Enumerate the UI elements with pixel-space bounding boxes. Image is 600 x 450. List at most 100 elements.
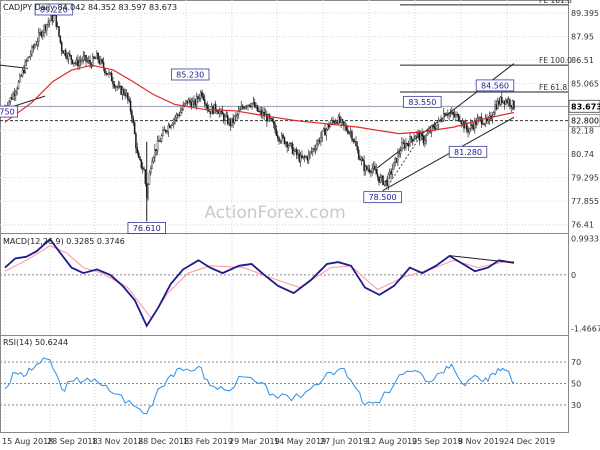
candle-body <box>410 136 413 140</box>
candle-body <box>424 140 426 144</box>
candle-body <box>507 99 510 104</box>
candle-body <box>193 99 195 102</box>
candle-body <box>495 104 498 110</box>
candle-body <box>21 69 24 77</box>
candle-body <box>131 111 133 119</box>
candle-body <box>492 112 495 117</box>
price-annotation-box <box>448 145 488 158</box>
candle-body <box>170 125 172 128</box>
rsi-y-tick-label: 30 <box>571 401 581 410</box>
candle-body <box>295 149 298 155</box>
x-tick-label: 15 Aug 2018 <box>2 437 53 446</box>
candle-body <box>98 59 101 64</box>
candle-body <box>96 52 98 59</box>
candle-body <box>15 91 17 96</box>
candle-body <box>426 132 429 136</box>
y-tick-label: 79.295 <box>571 174 599 183</box>
candle-body <box>314 148 317 150</box>
candle-body <box>480 117 483 124</box>
candle-body <box>20 75 22 77</box>
candle-body <box>156 140 159 152</box>
candle-body <box>348 131 351 134</box>
candle-body <box>252 102 255 104</box>
candle-body <box>75 59 78 64</box>
candle-body <box>66 56 68 60</box>
candle-body <box>368 169 371 172</box>
price-annotation-box <box>170 68 210 81</box>
candle-body <box>470 124 472 129</box>
macd-trendline <box>449 255 515 264</box>
fib-projection-line <box>385 133 423 190</box>
candle-body <box>127 92 129 100</box>
candle-body <box>74 62 76 64</box>
candle-body <box>290 142 292 145</box>
candle-body <box>451 112 453 114</box>
candle-body <box>394 157 396 163</box>
candle-body <box>256 105 259 112</box>
candle-body <box>272 121 275 124</box>
candle-body <box>349 131 352 133</box>
candle-body <box>12 93 14 100</box>
candle-body <box>58 26 60 37</box>
candle-body <box>476 118 479 125</box>
fib-level-label: FE 161.8 <box>539 0 572 5</box>
candle-body <box>23 69 25 73</box>
candle-body <box>259 110 261 112</box>
candle-body <box>459 120 461 122</box>
candle-body <box>198 98 201 100</box>
candle-body <box>225 115 228 117</box>
candle-body <box>353 140 356 142</box>
candle-body <box>231 118 233 126</box>
candle-body <box>141 167 144 170</box>
candle-body <box>69 53 71 56</box>
candle-body <box>483 123 486 125</box>
candle-body <box>235 114 237 117</box>
candle-body <box>267 114 270 122</box>
candle-body <box>498 100 500 105</box>
candle-body <box>420 133 422 141</box>
candle-body <box>347 130 349 134</box>
candle-body <box>340 119 342 123</box>
candle-body <box>190 102 193 108</box>
candle-body <box>182 104 184 110</box>
candle-body <box>181 109 183 113</box>
candle-body <box>128 99 130 102</box>
macd-y-tick-label: -1.4667 <box>571 324 600 333</box>
candle-body <box>204 99 206 105</box>
candle-body <box>91 56 94 67</box>
x-tick-label: 27 Jun 2019 <box>320 437 368 446</box>
candle-body <box>393 161 395 170</box>
candle-body <box>195 96 198 106</box>
candle-body <box>390 171 392 175</box>
candle-body <box>140 159 143 168</box>
candle-body <box>382 175 384 185</box>
candle-body <box>355 141 357 147</box>
candle-body <box>402 142 405 144</box>
moving-average-line <box>4 64 515 135</box>
candle-body <box>39 31 41 34</box>
candle-body <box>401 142 403 152</box>
candle-body <box>325 129 328 136</box>
candle-body <box>110 72 113 82</box>
fib-level-label: FE 100.0 <box>539 56 572 65</box>
candle-body <box>503 100 506 105</box>
candle-body <box>77 59 79 67</box>
candle-body <box>143 168 145 171</box>
candle-body <box>168 125 171 128</box>
candle-body <box>281 134 283 142</box>
price-annotation-label: 750 <box>0 108 15 117</box>
candle-body <box>232 118 234 123</box>
candle-body <box>206 105 209 110</box>
candle-body <box>271 118 274 122</box>
x-tick-label: 12 Aug 2019 <box>366 437 417 446</box>
candle-body <box>70 55 72 60</box>
candle-body <box>249 105 252 107</box>
candle-body <box>197 96 199 99</box>
candle-body <box>321 130 324 138</box>
candle-body <box>440 119 442 122</box>
candle-body <box>482 123 484 125</box>
rsi-series-line <box>4 357 515 415</box>
candle-body <box>367 169 369 171</box>
candle-body <box>239 109 241 112</box>
candle-body <box>274 123 276 130</box>
